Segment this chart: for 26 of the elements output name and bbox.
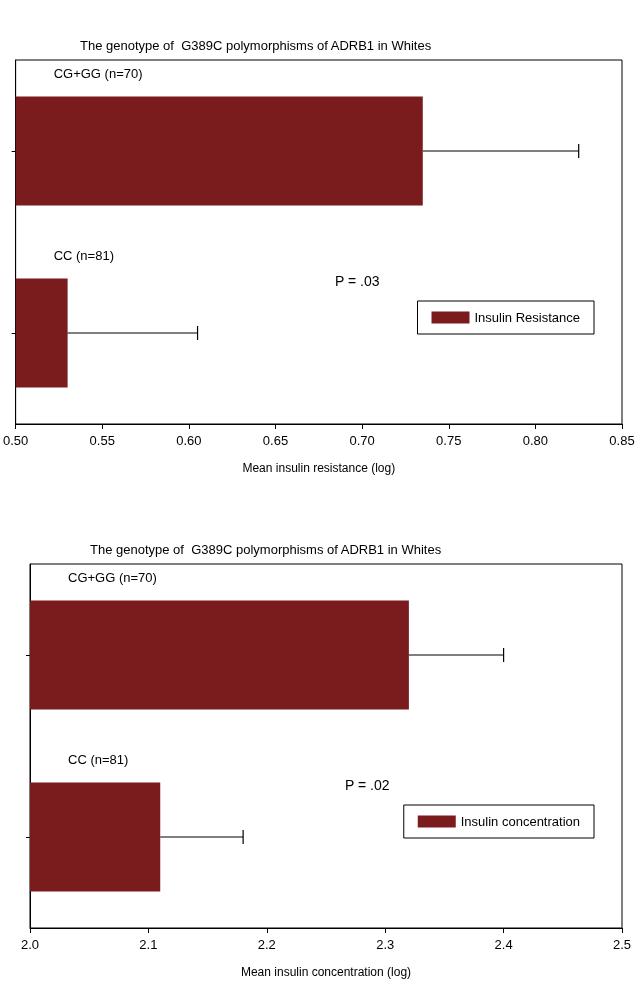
- x-tick-label: 0.75: [436, 433, 462, 448]
- legend-label: Insulin concentration: [460, 814, 581, 829]
- x-tick-label: 2.1: [139, 937, 158, 952]
- x-tick-label: 0.60: [176, 433, 202, 448]
- annotation: P = .02: [345, 777, 390, 793]
- x-tick-label: 0.50: [2, 433, 29, 448]
- x-tick-label: 2.2: [257, 937, 276, 952]
- x-tick-label: 2.5: [612, 937, 632, 952]
- x-tick-label: 0.65: [262, 433, 289, 448]
- y-tick-label: CC (n=81): [68, 752, 129, 768]
- x-tick-label: 2.3: [376, 937, 395, 952]
- chart-title: The genotype of G389C polymorphisms of ADRB1 in Whites: [80, 38, 432, 53]
- x-tick-label: 0.85: [609, 433, 635, 448]
- x-axis-title: Mean insulin concentration (log): [240, 965, 412, 979]
- x-tick-label: 0.80: [522, 433, 549, 448]
- x-tick-label: 0.70: [349, 433, 375, 448]
- chart-title: The genotype of G389C polymorphisms of ADRB1 in Whites: [90, 542, 442, 557]
- y-tick-label: CG+GG (n=70): [68, 570, 157, 586]
- legend-label: Insulin Resistance: [474, 310, 580, 325]
- y-tick-label: CG+GG (n=70): [53, 66, 143, 82]
- y-tick-label: CC (n=81): [53, 248, 114, 264]
- annotation: P = .03: [335, 273, 380, 289]
- x-tick-label: 2.4: [494, 937, 513, 952]
- x-axis-title: Mean insulin resistance (log): [242, 461, 396, 475]
- x-tick-label: 0.55: [89, 433, 115, 448]
- x-tick-label: 2.0: [20, 937, 40, 952]
